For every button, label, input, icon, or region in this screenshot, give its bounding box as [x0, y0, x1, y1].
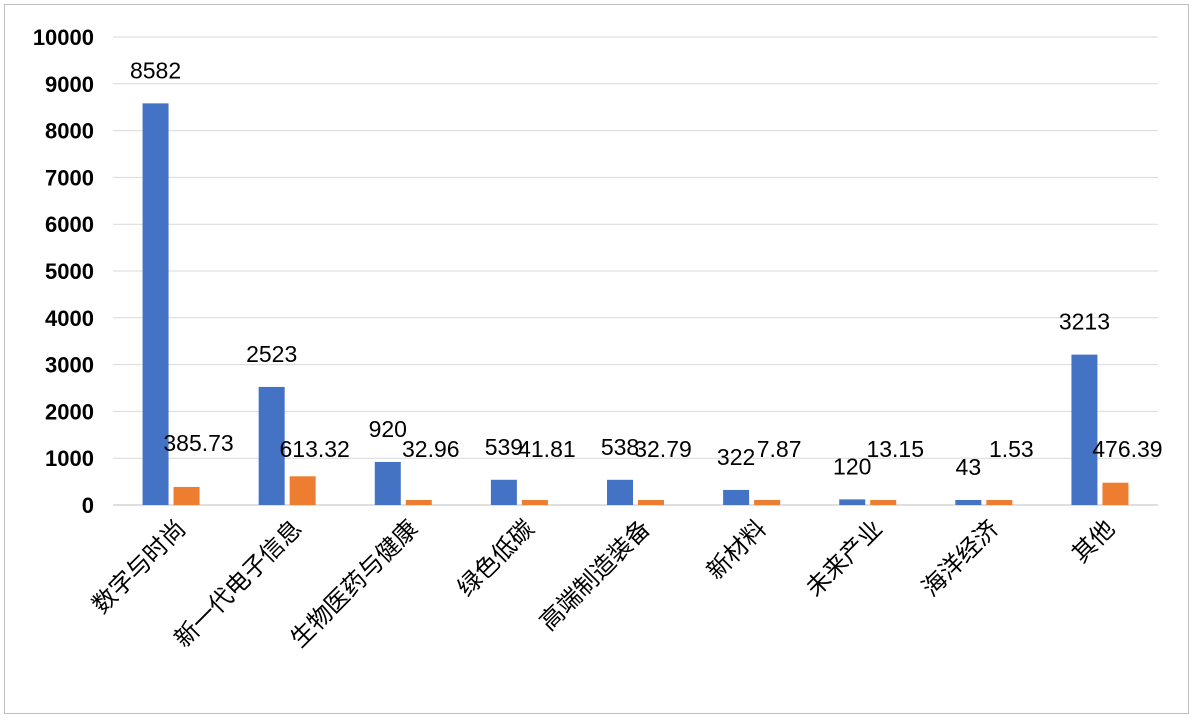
- data-label-series2: 32.79: [634, 436, 692, 462]
- x-category-label: 高端制造装备: [534, 514, 656, 636]
- x-category-label: 新材料: [701, 514, 772, 585]
- bar-series1: [607, 479, 633, 505]
- bar-series1: [490, 479, 517, 505]
- y-tick-label: 10000: [33, 25, 94, 50]
- x-category-label: 绿色低碳: [452, 514, 540, 602]
- x-category-label: 未来产业: [800, 514, 888, 602]
- bar-series2: [986, 500, 1013, 505]
- data-label-series2: 7.87: [757, 436, 802, 462]
- bars: [142, 103, 1129, 505]
- y-tick-label: 3000: [45, 353, 94, 378]
- chart-frame: [4, 4, 1189, 714]
- bar-series2: [173, 486, 200, 505]
- bar-series2: [405, 500, 432, 505]
- bar-series2: [521, 500, 548, 505]
- bar-series2: [870, 500, 897, 505]
- bar-series1: [1071, 354, 1098, 505]
- y-tick-label: 4000: [45, 306, 94, 331]
- data-label-series1: 43: [956, 454, 982, 480]
- data-label-series2: 32.96: [402, 436, 460, 462]
- data-label-series2: 41.81: [518, 436, 576, 462]
- data-label-series2: 385.73: [163, 430, 233, 456]
- data-label-series1: 322: [717, 444, 755, 470]
- data-label-series1: 920: [369, 416, 407, 442]
- bar-series2: [754, 500, 781, 505]
- y-axis-ticks: 0 1000 2000 3000 4000 5000 6000 7000 8000 9000 100…: [33, 25, 94, 518]
- y-tick-label: 1000: [45, 446, 94, 471]
- gridlines: [113, 36, 1158, 506]
- y-tick-label: 6000: [45, 212, 94, 237]
- bar-series2: [1102, 482, 1129, 505]
- y-tick-label: 8000: [45, 119, 94, 144]
- data-label-series2: 13.15: [866, 436, 924, 462]
- y-tick-label: 0: [82, 493, 94, 518]
- data-label-series2: 476.39: [1092, 436, 1162, 462]
- data-label-series1: 8582: [130, 57, 181, 83]
- y-tick-label: 7000: [45, 165, 94, 190]
- x-category-label: 数字与时尚: [87, 514, 192, 619]
- data-label-series1: 539: [485, 434, 523, 460]
- data-label-series1: 538: [601, 434, 639, 460]
- bar-series1: [839, 499, 866, 505]
- data-label-series2: 1.53: [989, 436, 1034, 462]
- data-label-series1: 3213: [1059, 309, 1110, 335]
- bar-series2: [638, 500, 664, 505]
- bar-series1: [955, 500, 982, 505]
- bar-series1: [258, 386, 285, 505]
- y-tick-label: 2000: [45, 399, 94, 424]
- x-category-label: 其他: [1066, 514, 1120, 568]
- bar-series1: [374, 461, 401, 505]
- x-category-label: 海洋经济: [916, 514, 1004, 602]
- bar-series1: [723, 489, 750, 505]
- data-label-series2: 613.32: [279, 436, 349, 462]
- y-tick-label: 9000: [45, 72, 94, 97]
- data-label-series1: 120: [833, 453, 871, 479]
- data-label-series1: 2523: [246, 341, 297, 367]
- bar-series1: [142, 103, 169, 505]
- y-tick-label: 5000: [45, 259, 94, 284]
- bar-series2: [289, 476, 316, 505]
